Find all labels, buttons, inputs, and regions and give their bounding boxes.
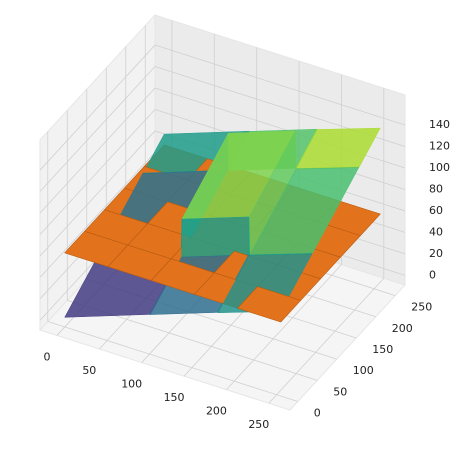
z-tick-label: 20 [429, 247, 443, 260]
y-tick-label: 250 [411, 301, 432, 314]
y-tick-label: 200 [392, 322, 413, 335]
y-tick-label: 150 [372, 343, 393, 356]
z-tick-label: 100 [429, 161, 450, 174]
y-tick-label: 0 [314, 407, 321, 420]
surface-patch [237, 286, 302, 323]
grid-line [226, 264, 342, 390]
x-tick-label: 250 [248, 418, 269, 431]
grid-line [47, 321, 298, 402]
y-tick-label: 100 [353, 364, 374, 377]
z-tick-label: 40 [429, 225, 443, 238]
grid-line [154, 44, 406, 126]
surface-patch [181, 216, 250, 258]
grid-line [39, 109, 156, 235]
z-tick-label: 120 [429, 140, 450, 153]
grid-line [39, 130, 156, 257]
grid-line [39, 66, 156, 192]
grid-line [268, 277, 385, 404]
grid-line [39, 87, 156, 214]
z-tick-label: 0 [429, 268, 436, 281]
x-tick-label: 200 [206, 405, 227, 418]
z-tick-label: 60 [429, 204, 443, 217]
z-tick-label: 140 [429, 118, 450, 131]
x-tick-label: 0 [43, 350, 50, 363]
grid-line [39, 44, 156, 171]
x-tick-label: 50 [82, 364, 96, 377]
grid-line [39, 152, 156, 278]
y-tick-label: 50 [333, 385, 347, 398]
x-tick-label: 100 [121, 378, 142, 391]
z-tick-label: 80 [429, 182, 443, 195]
x-tick-label: 150 [164, 391, 185, 404]
